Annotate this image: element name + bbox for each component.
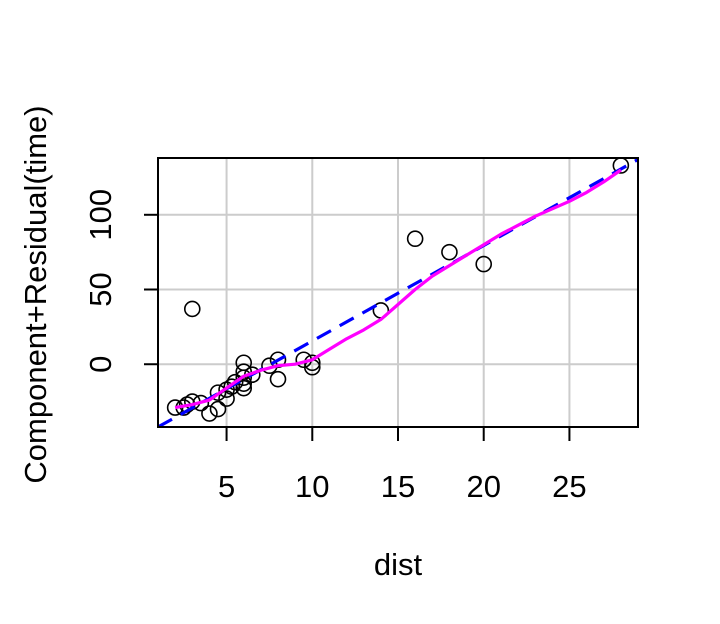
- axes: 5 10 15 20 25 0 50 100: [83, 189, 587, 504]
- y-tick-label: 0: [83, 356, 118, 373]
- x-tick-label: 10: [295, 469, 329, 504]
- data-point: [235, 363, 253, 381]
- data-point: [475, 255, 493, 273]
- data-point: [235, 354, 253, 372]
- data-point: [406, 230, 424, 247]
- data-point: [209, 384, 227, 401]
- data-point: [201, 405, 218, 422]
- y-tick-label: 100: [83, 189, 118, 241]
- linear-fit-line: [158, 158, 638, 427]
- x-tick-label: 15: [381, 469, 415, 504]
- data-point: [223, 378, 241, 395]
- data-point: [235, 379, 253, 397]
- x-axis-label: dist: [374, 547, 423, 582]
- x-tick-label: 25: [552, 469, 586, 504]
- plot-marks: [158, 158, 638, 427]
- data-point: [226, 373, 244, 391]
- data-point: [209, 400, 227, 418]
- data-point: [269, 370, 287, 388]
- data-point: [612, 158, 630, 174]
- data-point: [441, 243, 458, 261]
- smooth-line: [174, 168, 622, 410]
- x-tick-label: 5: [218, 469, 235, 504]
- y-axis-label: Component+Residual(time): [18, 105, 53, 483]
- y-tick-label: 50: [83, 272, 118, 306]
- x-tick-label: 20: [466, 469, 500, 504]
- data-point: [183, 300, 201, 318]
